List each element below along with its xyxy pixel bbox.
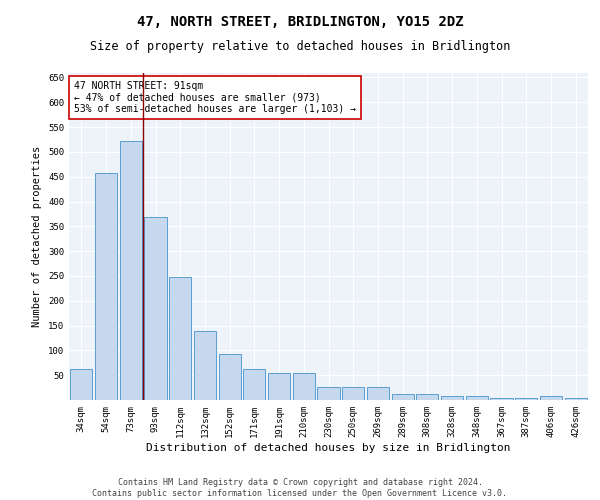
Bar [119,142,142,400]
Bar [194,330,216,400]
Y-axis label: Number of detached properties: Number of detached properties [32,146,43,327]
Bar [515,398,538,400]
Bar [392,394,414,400]
Bar [565,398,587,400]
Bar [70,368,92,400]
Bar [218,354,241,400]
Bar [268,372,290,400]
Bar [342,387,364,400]
Bar [95,173,117,400]
Bar [416,394,439,400]
Bar [169,277,191,400]
Text: 47 NORTH STREET: 91sqm
← 47% of detached houses are smaller (973)
53% of semi-de: 47 NORTH STREET: 91sqm ← 47% of detached… [74,80,356,114]
Text: Size of property relative to detached houses in Bridlington: Size of property relative to detached ho… [90,40,510,53]
Bar [145,217,167,400]
Bar [317,386,340,400]
Text: 47, NORTH STREET, BRIDLINGTON, YO15 2DZ: 47, NORTH STREET, BRIDLINGTON, YO15 2DZ [137,15,463,29]
Bar [293,372,315,400]
Bar [490,398,512,400]
X-axis label: Distribution of detached houses by size in Bridlington: Distribution of detached houses by size … [146,442,511,452]
Bar [441,396,463,400]
Bar [466,396,488,400]
Bar [540,396,562,400]
Bar [367,386,389,400]
Text: Contains HM Land Registry data © Crown copyright and database right 2024.
Contai: Contains HM Land Registry data © Crown c… [92,478,508,498]
Bar [243,369,265,400]
